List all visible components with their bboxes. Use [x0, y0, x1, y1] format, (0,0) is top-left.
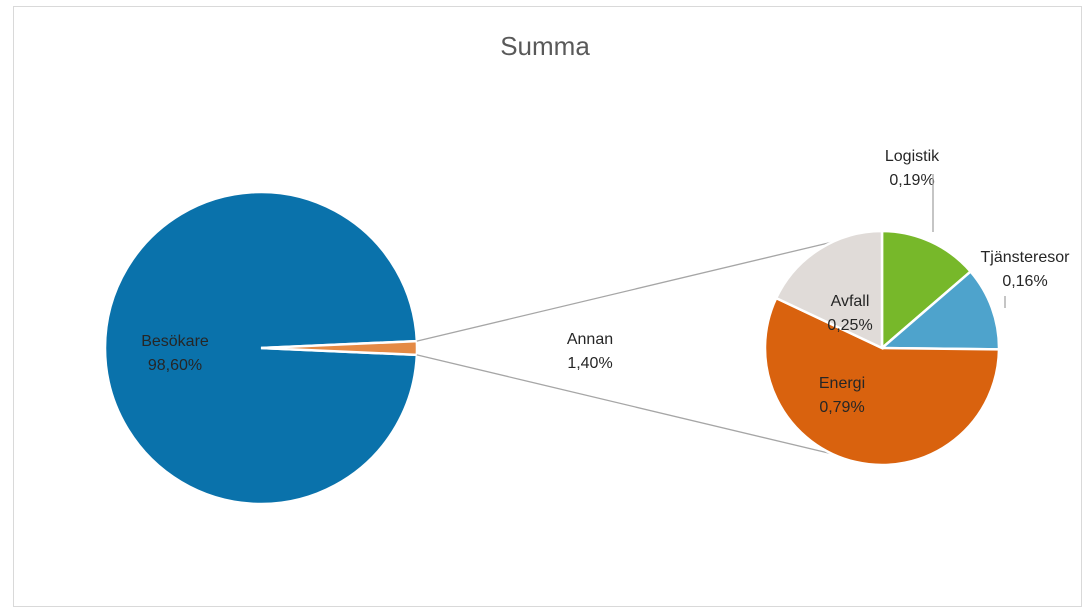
connector-line — [416, 354, 833, 455]
pie-slice — [763, 296, 1001, 467]
data-label: Logistik — [885, 148, 940, 165]
data-label: 0,16% — [1002, 273, 1047, 290]
data-label: Tjänsteresor — [981, 249, 1071, 266]
data-label: Avfall — [831, 293, 870, 310]
data-label: Besökare — [141, 333, 209, 350]
pie-slice — [878, 269, 1001, 351]
data-label: 98,60% — [148, 357, 202, 374]
data-label: Energi — [819, 375, 865, 392]
data-label: 0,19% — [889, 172, 934, 189]
connector-line — [416, 241, 833, 342]
pie-slice — [774, 229, 884, 350]
data-label: 0,25% — [827, 317, 872, 334]
data-label: 1,40% — [567, 355, 612, 372]
data-label: Annan — [567, 331, 613, 348]
pie-slice — [880, 229, 973, 351]
chart-title: Summa — [500, 31, 590, 61]
pie-slice — [260, 339, 419, 357]
data-label: 0,79% — [819, 399, 864, 416]
